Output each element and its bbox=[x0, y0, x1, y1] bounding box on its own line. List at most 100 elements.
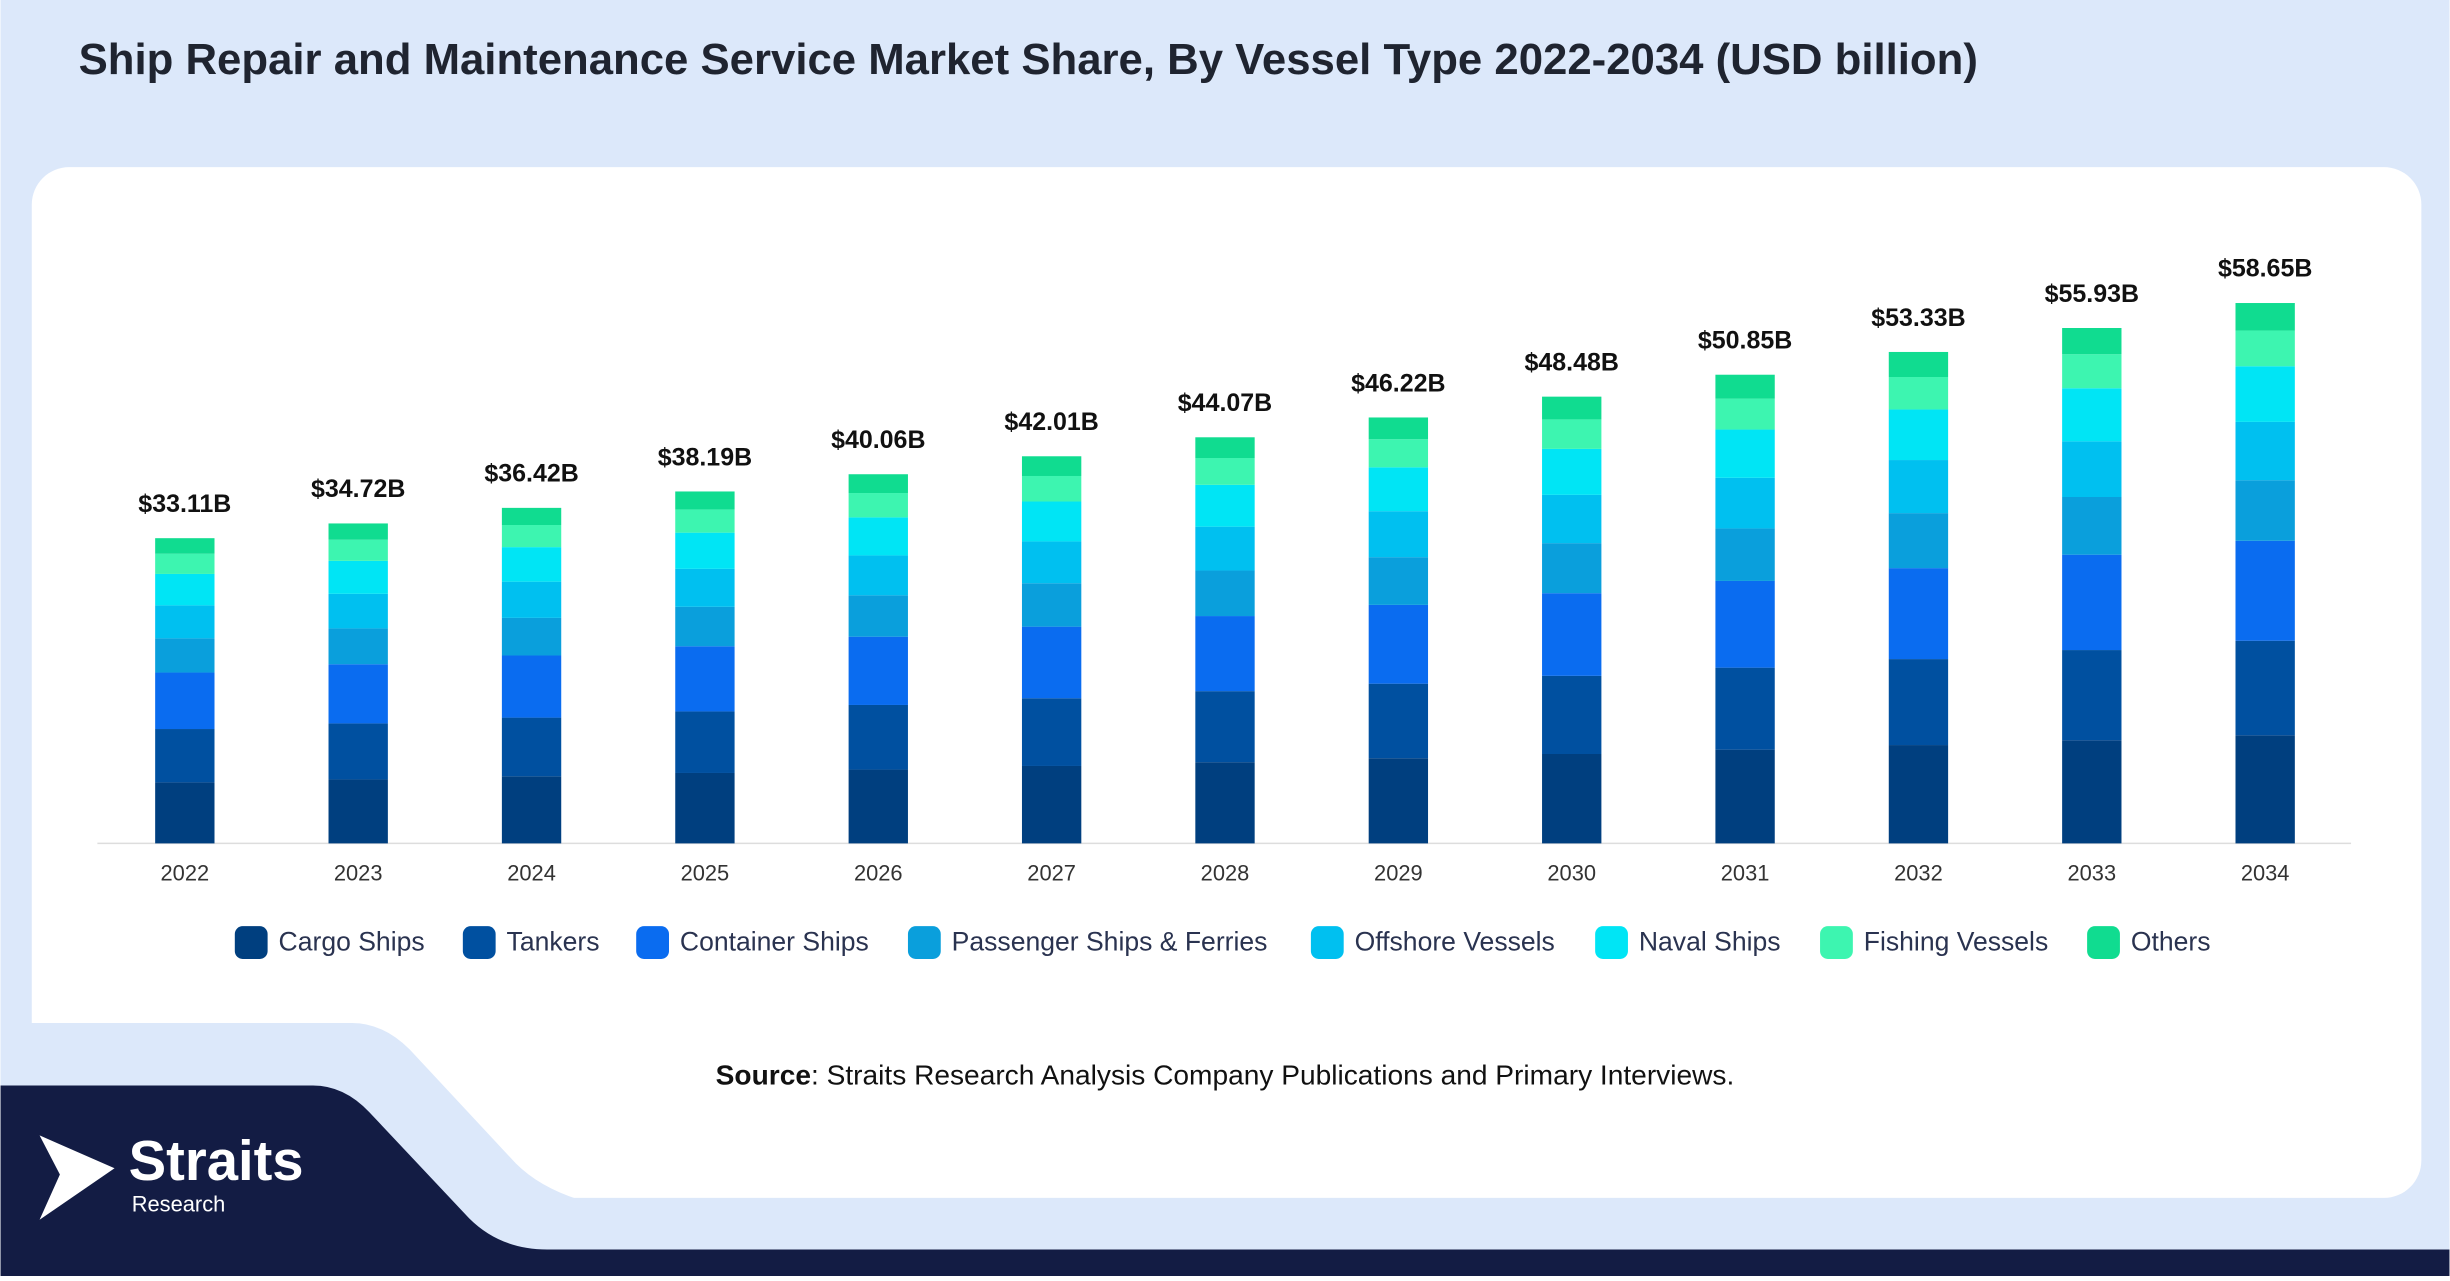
bar-segment bbox=[1542, 396, 1602, 420]
bar-segment bbox=[1715, 580, 1775, 668]
bar-segment bbox=[1368, 511, 1429, 558]
bar-segment bbox=[848, 474, 908, 494]
legend-label: Offshore Vessels bbox=[1355, 926, 1555, 956]
bar-segment bbox=[328, 593, 388, 629]
bar-segment bbox=[675, 772, 735, 844]
bar-segment bbox=[328, 523, 388, 540]
total-label: $50.85B bbox=[1698, 327, 1792, 355]
legend-swatch bbox=[636, 926, 669, 959]
x-tick-label: 2029 bbox=[1374, 860, 1423, 885]
bar-segment bbox=[1888, 513, 1949, 569]
bar-segment bbox=[328, 539, 388, 561]
bar-segment bbox=[2235, 303, 2295, 331]
bar-segment bbox=[155, 638, 215, 673]
bar-segment bbox=[675, 606, 735, 647]
chart-title: Ship Repair and Maintenance Service Mark… bbox=[79, 35, 1978, 84]
bar-segment bbox=[1368, 604, 1429, 684]
bar-segment bbox=[328, 628, 388, 665]
bar-segment bbox=[1021, 698, 1082, 766]
bar-segment bbox=[501, 507, 562, 526]
bar-segment bbox=[1195, 616, 1255, 692]
bar-segment bbox=[675, 711, 735, 773]
bar-segment bbox=[501, 617, 562, 656]
bar-segment bbox=[155, 538, 215, 554]
total-label: $40.06B bbox=[831, 426, 925, 454]
total-label: $55.93B bbox=[2045, 280, 2139, 308]
x-tick-label: 2032 bbox=[1894, 860, 1943, 885]
bar-segment bbox=[2235, 640, 2295, 736]
bar-segment bbox=[2235, 540, 2295, 641]
bar-segment bbox=[328, 723, 388, 780]
bar-segment bbox=[1888, 659, 1949, 746]
bar-segment bbox=[1715, 667, 1775, 750]
bar-segment bbox=[1888, 409, 1949, 461]
bar-segment bbox=[1368, 417, 1429, 440]
bar-segment bbox=[675, 509, 735, 533]
bar-segment bbox=[2062, 354, 2122, 389]
x-tick-label: 2027 bbox=[1027, 860, 1076, 885]
total-label: $48.48B bbox=[1525, 348, 1619, 376]
bar-segment bbox=[675, 568, 735, 607]
bar-segment bbox=[501, 776, 562, 844]
x-tick-label: 2033 bbox=[2067, 860, 2116, 885]
logo-name: Straits bbox=[129, 1129, 304, 1192]
bar-segment bbox=[2235, 735, 2295, 844]
x-tick-label: 2025 bbox=[681, 860, 730, 885]
bar-segment bbox=[1021, 541, 1082, 584]
legend-label: Passenger Ships & Ferries bbox=[952, 926, 1268, 956]
logo-icon bbox=[39, 1135, 115, 1220]
bar-segment bbox=[1368, 439, 1429, 468]
bar-segment bbox=[1715, 374, 1775, 399]
total-label: $38.19B bbox=[658, 443, 752, 471]
total-label: $58.65B bbox=[2218, 255, 2312, 283]
bar-segment bbox=[501, 655, 562, 718]
bar-segment bbox=[1195, 762, 1255, 844]
legend-label: Others bbox=[2131, 926, 2211, 956]
bar-segment bbox=[675, 491, 735, 510]
bar-segment bbox=[675, 532, 735, 569]
legend-swatch bbox=[462, 926, 496, 959]
bar-segment bbox=[501, 581, 562, 618]
footer-band bbox=[0, 1085, 2450, 1276]
bar-segment bbox=[1021, 456, 1082, 476]
total-label: $36.42B bbox=[484, 460, 578, 488]
bar-segment bbox=[155, 573, 215, 606]
source-text: : Straits Research Analysis Company Publ… bbox=[811, 1060, 1734, 1091]
bar-segment bbox=[1542, 448, 1602, 495]
x-tick-label: 2034 bbox=[2241, 860, 2290, 885]
bar-segment bbox=[1021, 765, 1082, 844]
legend-swatch bbox=[1820, 926, 1853, 959]
bar-segment bbox=[155, 553, 215, 574]
bar-segment bbox=[1542, 543, 1602, 594]
bar-segment bbox=[848, 769, 908, 844]
x-tick-label: 2022 bbox=[161, 860, 210, 885]
bar-segment bbox=[1195, 484, 1255, 527]
bar-segment bbox=[1542, 753, 1602, 844]
bar-segment bbox=[2062, 388, 2122, 442]
legend-label: Tankers bbox=[507, 926, 600, 956]
bar-segment bbox=[1542, 494, 1602, 544]
bar-segment bbox=[1021, 583, 1082, 627]
bar-segment bbox=[848, 636, 908, 705]
bar-segment bbox=[1368, 758, 1429, 844]
bar-segment bbox=[2062, 441, 2122, 497]
bar-segment bbox=[1195, 458, 1255, 485]
logo-sub: Research bbox=[132, 1191, 226, 1216]
total-label: $44.07B bbox=[1178, 389, 1272, 417]
legend-swatch bbox=[2087, 926, 2120, 959]
bar-segment bbox=[155, 672, 215, 730]
total-label: $53.33B bbox=[1871, 304, 1965, 332]
bar-segment bbox=[1715, 429, 1775, 478]
bar-segment bbox=[155, 605, 215, 639]
bar-segment bbox=[848, 555, 908, 596]
bar-segment bbox=[155, 729, 215, 783]
bar-segment bbox=[1715, 749, 1775, 844]
x-tick-label: 2031 bbox=[1721, 860, 1770, 885]
x-tick-label: 2030 bbox=[1547, 860, 1596, 885]
bar-segment bbox=[848, 493, 908, 518]
legend-swatch bbox=[907, 926, 941, 959]
bar-segment bbox=[675, 646, 735, 712]
bar-segment bbox=[2062, 740, 2122, 844]
x-tick-label: 2024 bbox=[507, 860, 556, 885]
legend-swatch bbox=[234, 926, 268, 959]
